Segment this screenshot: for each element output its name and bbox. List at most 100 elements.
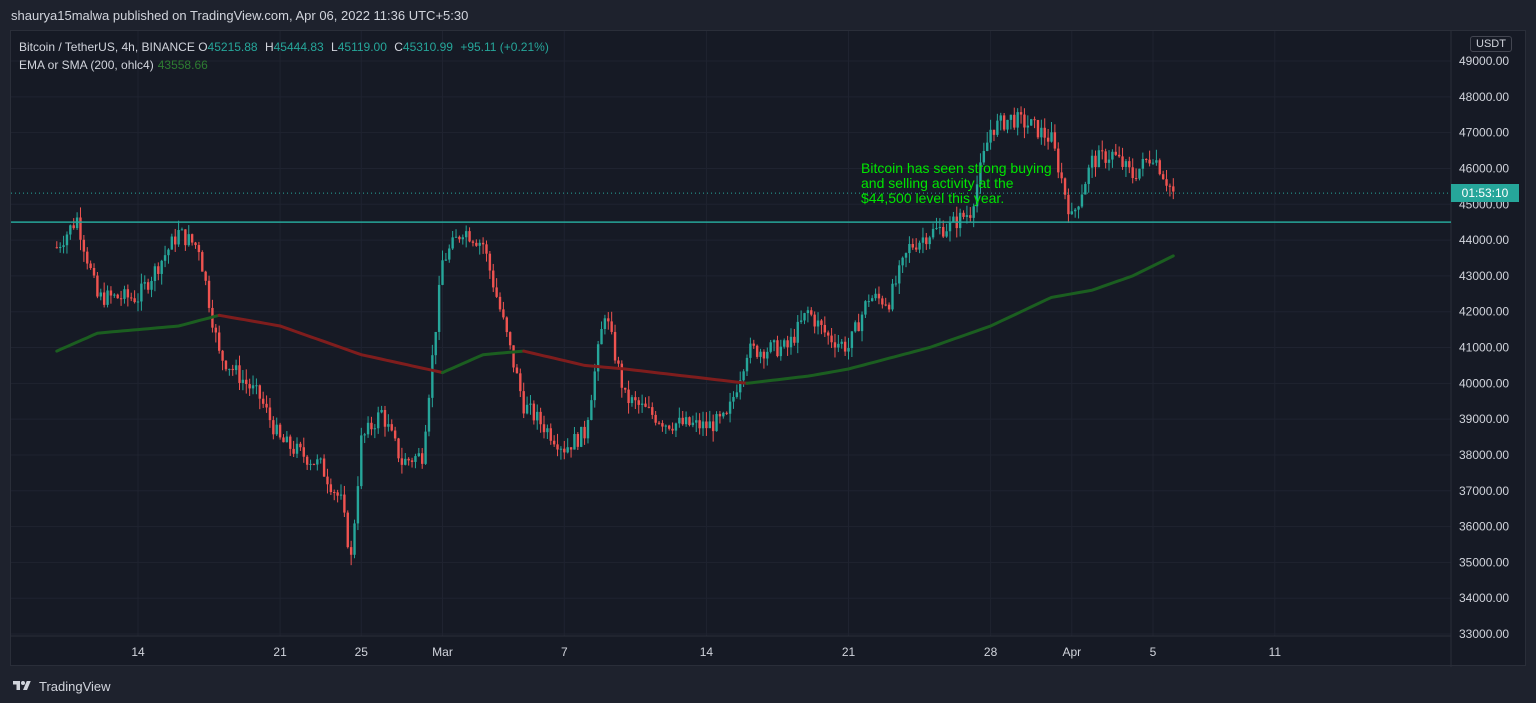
candle-body <box>339 494 343 496</box>
candle-body <box>806 310 810 314</box>
candle-body <box>563 448 566 453</box>
candle-body <box>218 332 221 351</box>
change-value: +95.11 (+0.21%) <box>460 40 549 54</box>
candle-body <box>860 314 864 332</box>
x-tick-label: 11 <box>1269 645 1282 659</box>
candle-body <box>451 237 454 249</box>
candle-body <box>945 231 948 237</box>
x-tick-label: 7 <box>561 645 568 659</box>
candle-body <box>942 227 945 237</box>
candle-body <box>126 289 130 298</box>
candle-body <box>918 242 921 250</box>
candle-body <box>204 271 207 281</box>
candle-body <box>573 434 576 450</box>
candle-body <box>289 436 292 449</box>
candle-body <box>969 215 972 218</box>
legend-indicator-row: EMA or SMA (200, ohlc4) 43558.66 <box>19 56 553 74</box>
candle-body <box>624 387 627 390</box>
candle-body <box>431 355 434 398</box>
candle-body <box>908 244 911 254</box>
candle-body <box>1155 160 1158 163</box>
candle-body <box>454 236 458 238</box>
candle-body <box>1057 148 1060 173</box>
published-text: shaurya15malwa published on TradingView.… <box>11 8 469 23</box>
candle-body <box>515 367 519 374</box>
candle-body <box>637 400 640 405</box>
candle-body <box>174 236 177 245</box>
candle-body <box>214 327 218 333</box>
candle-body <box>424 431 427 464</box>
candle-body <box>654 414 657 423</box>
chart-annotation[interactable]: Bitcoin has seen strong buying and selli… <box>861 160 1052 206</box>
candle-body <box>556 444 559 450</box>
candle-body <box>1019 112 1023 115</box>
candle-body <box>92 268 96 276</box>
y-tick-label: 46000.00 <box>1459 161 1509 175</box>
candle-body <box>664 425 667 427</box>
currency-button[interactable]: USDT <box>1470 36 1512 52</box>
candle-body <box>1087 167 1090 185</box>
tradingview-brand[interactable]: TradingView <box>39 678 111 694</box>
candle-body <box>657 422 661 424</box>
y-tick-label: 48000.00 <box>1459 90 1509 104</box>
candle-body <box>938 227 942 229</box>
candle-body <box>96 275 99 297</box>
tradingview-logo-icon[interactable] <box>11 679 33 693</box>
candle-body <box>245 379 248 385</box>
candle-body <box>1060 172 1063 179</box>
symbol-label[interactable]: Bitcoin / TetherUS, 4h, BINANCE <box>19 40 195 54</box>
candle-body <box>1138 168 1141 179</box>
candle-body <box>319 458 322 460</box>
candle-body <box>546 428 549 433</box>
candle-body <box>762 351 766 359</box>
candle-body <box>745 357 749 372</box>
candle-body <box>823 324 827 333</box>
candle-body <box>228 368 231 370</box>
x-tick-label: 14 <box>131 645 145 659</box>
candle-body <box>1084 184 1087 195</box>
candle-body <box>1165 179 1168 186</box>
y-tick-label: 35000.00 <box>1459 555 1509 569</box>
candle-body <box>1033 119 1036 121</box>
candle-body <box>72 225 75 229</box>
candle-body <box>366 422 370 435</box>
y-tick-label: 37000.00 <box>1459 484 1509 498</box>
candle-body <box>62 245 65 248</box>
candle-body <box>299 443 302 448</box>
candle-body <box>952 216 955 222</box>
moving-average-line <box>623 367 749 385</box>
candle-body <box>190 234 194 243</box>
candle-body <box>549 428 552 441</box>
candle-body <box>370 422 373 430</box>
candlestick-chart[interactable]: 14 21 25 Mar 7 14 21 28 Apr 5 11 33000.00 34000.00 35… <box>11 31 1527 667</box>
candle-body <box>870 298 874 302</box>
candle-body <box>867 301 870 303</box>
candle-body <box>1131 167 1134 178</box>
candle-body <box>360 435 363 487</box>
candle-body <box>607 318 610 322</box>
candle-body <box>238 365 241 383</box>
candle-body <box>89 263 92 269</box>
candle-body <box>728 401 732 414</box>
candle-body <box>353 523 356 555</box>
candle-body <box>1063 178 1067 195</box>
candle-body <box>69 225 72 235</box>
candle-body <box>877 293 881 299</box>
candle-body <box>992 129 996 135</box>
candle-body <box>1101 150 1104 152</box>
x-tick-label: 25 <box>355 645 369 659</box>
candle-body <box>931 228 935 238</box>
candle-body <box>617 360 620 364</box>
chart-area[interactable]: 14 21 25 Mar 7 14 21 28 Apr 5 11 33000.00 34000.00 35… <box>10 30 1527 667</box>
candle-body <box>458 236 461 240</box>
candle-body <box>167 249 170 256</box>
candle-body <box>251 385 255 389</box>
indicator-name[interactable]: EMA or SMA (200, ohlc4) <box>19 58 154 72</box>
candle-body <box>356 486 360 524</box>
candle-body <box>722 412 725 417</box>
candle-body <box>576 434 580 447</box>
candle-body <box>975 184 979 207</box>
candle-body <box>502 309 505 318</box>
candle-body <box>772 340 776 343</box>
indicator-value: 43558.66 <box>157 58 208 72</box>
